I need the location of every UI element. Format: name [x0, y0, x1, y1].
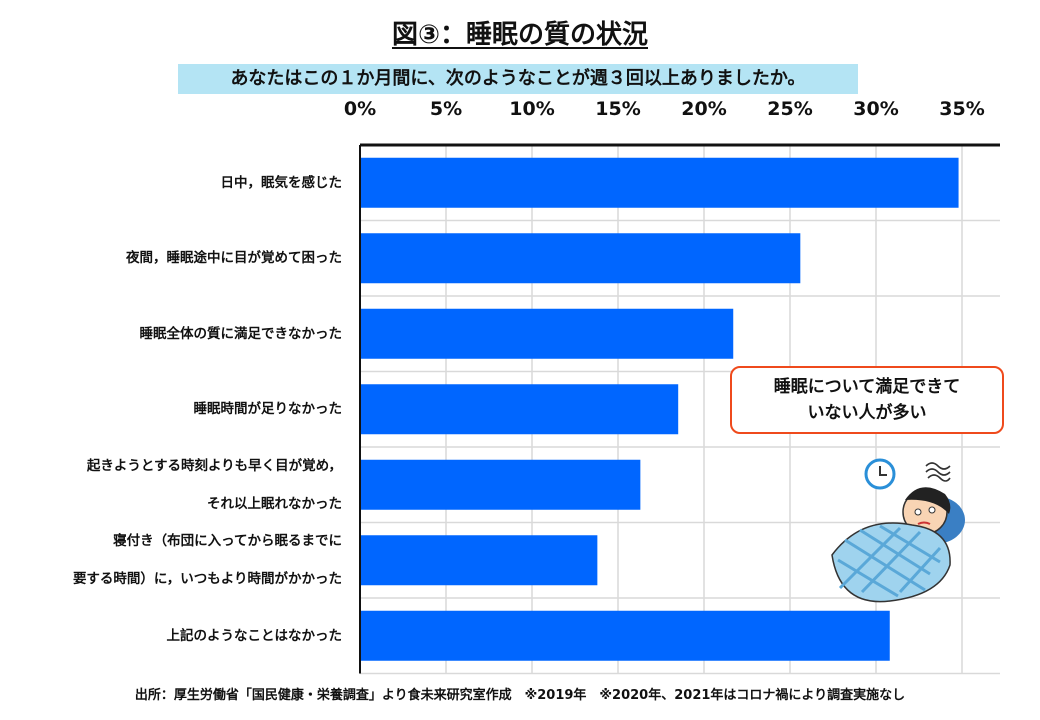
category-label-line: 夜間，睡眠途中に目が覚めて困った [126, 250, 342, 267]
tick-label: 25% [767, 98, 813, 120]
tick-label: 30% [853, 98, 899, 120]
bar [360, 610, 890, 661]
bar [360, 459, 641, 510]
bar [360, 157, 959, 208]
category-label-line: それ以上眠れなかった [207, 495, 342, 512]
bar [360, 535, 598, 586]
category-label-line: 睡眠時間が足りなかった [193, 401, 343, 418]
chart-title: 図③：睡眠の質の状況 [0, 14, 1040, 51]
category-label-line: 起きようとする時刻よりも早く目が覚め， [86, 457, 342, 474]
category-label: 上記のようなことはなかった [167, 623, 343, 649]
tick-label: 10% [509, 98, 555, 120]
category-label-line: 睡眠全体の質に満足できなかった [139, 325, 343, 342]
tick-label: 20% [681, 98, 727, 120]
category-label: 睡眠全体の質に満足できなかった [140, 321, 343, 347]
category-label: 睡眠時間が足りなかった [194, 396, 343, 422]
category-label: 起きようとする時刻よりも早く目が覚め， それ以上眠れなかった [87, 447, 342, 523]
category-label: 夜間，睡眠途中に目が覚めて困った [126, 245, 342, 271]
tick-label: 0% [343, 98, 377, 120]
source-note: 出所：厚生労働省「国民健康・栄養調査」より食未来研究室作成 ※2019年 ※20… [134, 688, 906, 703]
category-label-line: 要する時間）に，いつもより時間がかかった [72, 571, 342, 588]
chart-title-text: 図③：睡眠の質の状況 [391, 20, 648, 50]
annotation-line-2: いない人が多い [807, 403, 927, 423]
category-label-line: 日中，眠気を感じた [220, 174, 343, 191]
bar [360, 308, 734, 359]
chart-subtitle: あなたはこの１か月間に、次のようなことが週３回以上ありましたか。 [178, 64, 858, 94]
tick-label: 15% [595, 98, 641, 120]
category-label-line: 上記のようなことはなかった [166, 627, 343, 644]
category-label-line: 寝付き（布団に入ってから眠るまでに [113, 533, 342, 550]
bar [360, 233, 801, 284]
category-label: 日中，眠気を感じた [221, 170, 343, 196]
tick-label: 5% [429, 98, 463, 120]
tick-label: 35% [939, 98, 985, 120]
annotation-line-1: 睡眠について満足できて [773, 377, 961, 397]
category-label: 寝付き（布団に入ってから眠るまでに要する時間）に，いつもより時間がかかった [73, 522, 342, 598]
annotation-callout: 睡眠について満足できて いない人が多い [730, 366, 1004, 434]
bar [360, 384, 679, 435]
